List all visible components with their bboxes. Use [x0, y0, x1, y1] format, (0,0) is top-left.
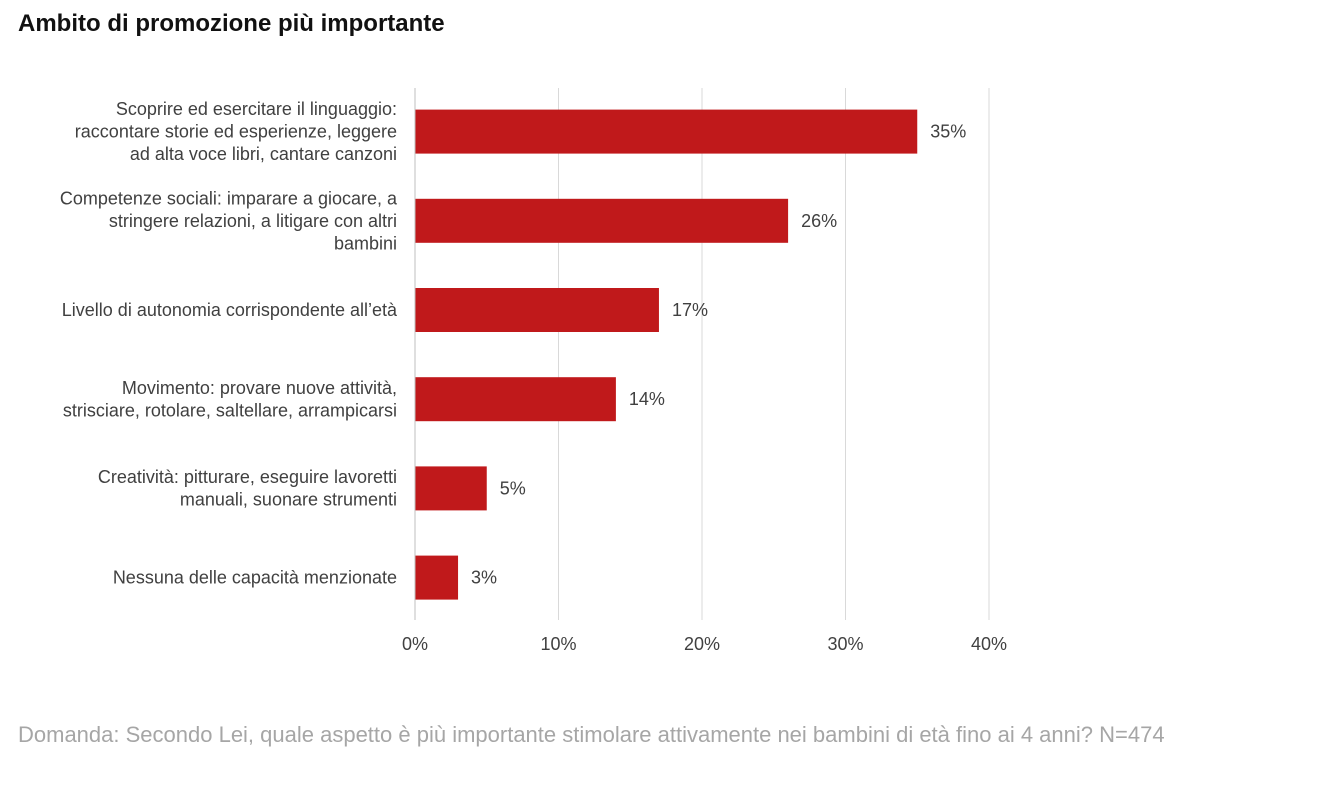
data-label: 3%: [471, 568, 497, 588]
category-label: Competenze sociali: imparare a giocare, …: [60, 188, 398, 253]
category-label-line: bambini: [334, 233, 397, 253]
category-label: Nessuna delle capacità menzionate: [113, 568, 397, 588]
data-label: 14%: [629, 389, 665, 409]
bar: [415, 288, 659, 332]
bar: [415, 555, 459, 600]
data-label: 5%: [500, 478, 526, 498]
category-label-line: Nessuna delle capacità menzionate: [113, 568, 397, 588]
category-label-line: stringere relazioni, a litigare con altr…: [109, 211, 397, 231]
data-label: 17%: [672, 300, 708, 320]
chart-title: Ambito di promozione più importante: [18, 10, 445, 37]
category-label-line: Scoprire ed esercitare il linguaggio:: [116, 99, 397, 119]
bar: [415, 377, 616, 422]
x-tick-label: 20%: [684, 634, 720, 654]
category-label-line: ad alta voce libri, cantare canzoni: [130, 144, 397, 164]
bar: [415, 198, 789, 243]
x-tick-label: 30%: [827, 634, 863, 654]
category-label-line: Competenze sociali: imparare a giocare, …: [60, 188, 398, 208]
data-label: 26%: [801, 211, 837, 231]
category-label: Creatività: pitturare, eseguire lavorett…: [98, 467, 397, 510]
x-tick-label: 0%: [402, 634, 428, 654]
category-label-line: Movimento: provare nuove attività,: [122, 378, 397, 398]
category-label: Movimento: provare nuove attività, strisc…: [63, 378, 397, 421]
category-label: Livello di autonomia corrispondente all’…: [62, 300, 398, 320]
category-label-line: manuali, suonare strumenti: [180, 490, 397, 510]
category-label-line: Livello di autonomia corrispondente all’…: [62, 300, 398, 320]
category-label-line: raccontare storie ed esperienze, leggere: [75, 122, 397, 142]
bar: [415, 466, 487, 511]
question-footnote: Domanda: Secondo Lei, quale aspetto è pi…: [18, 722, 1165, 747]
category-label-line: Creatività: pitturare, eseguire lavorett…: [98, 467, 397, 487]
x-tick-label: 10%: [540, 634, 576, 654]
category-label-line: strisciare, rotolare, saltellare, arramp…: [63, 400, 397, 420]
bar: [415, 109, 918, 154]
category-label: Scoprire ed esercitare il linguaggio: rac…: [75, 99, 397, 164]
data-label: 35%: [930, 122, 966, 142]
x-tick-label: 40%: [971, 634, 1007, 654]
